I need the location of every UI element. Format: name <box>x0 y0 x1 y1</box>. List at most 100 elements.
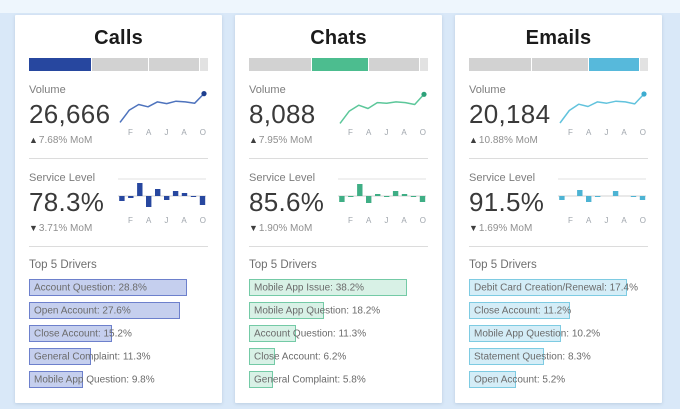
delta-bar <box>146 196 152 207</box>
up-arrow-icon: ▲ <box>29 135 38 145</box>
driver-label: Debit Card Creation/Renewal: 17.4% <box>474 282 638 293</box>
driver-bar[interactable] <box>249 371 273 388</box>
top-strip <box>0 0 680 13</box>
top-drivers-title: Top 5 Drivers <box>469 259 537 271</box>
month-tick-label: A <box>401 128 407 137</box>
card-title: Chats <box>310 27 367 49</box>
volume-share-bar[interactable] <box>249 58 428 71</box>
driver-bar[interactable] <box>29 279 187 296</box>
service-level-metric: Service Level 91.5% ▼1.69% MoM F A J A O <box>469 172 648 234</box>
driver-label: General Complaint: 5.8% <box>254 374 366 385</box>
delta-bar <box>155 189 161 196</box>
month-tick-label: F <box>348 128 353 137</box>
service-level-kpi: Service Level 78.3% ▼3.71% MoM <box>29 172 113 234</box>
driver-row: Mobile App Question: 9.8% <box>29 371 208 388</box>
driver-label: Mobile App Question: 18.2% <box>254 305 381 316</box>
volume-sparkline[interactable] <box>336 89 428 127</box>
top-drivers-list: Mobile App Issue: 38.2% Mobile App Questi… <box>249 279 428 388</box>
driver-bar[interactable] <box>469 325 562 342</box>
driver-label: Close Account: 6.2% <box>254 351 347 362</box>
driver-bar[interactable] <box>469 279 627 296</box>
driver-bar[interactable] <box>29 348 91 365</box>
share-segment <box>312 58 368 71</box>
volume-share-bar[interactable] <box>469 58 648 71</box>
service-level-value: 85.6% <box>249 187 325 217</box>
top-drivers-title: Top 5 Drivers <box>249 259 317 271</box>
delta-bar <box>128 196 134 198</box>
divider <box>469 246 648 247</box>
divider <box>249 246 428 247</box>
volume-mom: ▲10.88% MoM <box>469 135 553 146</box>
driver-bar[interactable] <box>469 348 545 365</box>
share-segment <box>368 58 420 71</box>
delta-bar <box>630 196 637 197</box>
down-arrow-icon: ▼ <box>29 223 38 233</box>
service-level-barchart[interactable] <box>336 177 428 215</box>
volume-metric: Volume 20,184 ▲10.88% MoM F A J A O <box>469 84 648 146</box>
service-level-metric: Service Level 85.6% ▼1.90% MoM F A J A O <box>249 172 428 234</box>
month-tick-label: A <box>181 216 187 225</box>
month-tick-label: O <box>419 128 426 137</box>
month-tick-label: A <box>621 128 627 137</box>
card-emails: Emails Volume 20,184 ▲10.88% MoM F A J A O S… <box>455 15 662 403</box>
driver-bar[interactable] <box>249 348 275 365</box>
volume-value: 20,184 <box>469 99 551 129</box>
driver-bar[interactable] <box>469 302 571 319</box>
driver-label: Mobile App Question: 9.8% <box>34 374 155 385</box>
month-tick-label: A <box>585 128 592 137</box>
volume-value: 26,666 <box>29 99 111 129</box>
top-drivers-section: Top 5 Drivers Account Question: 28.8% Ope… <box>29 259 208 388</box>
service-mom-text: 3.71% MoM <box>38 223 93 234</box>
driver-label: Statement Question: 8.3% <box>474 351 591 362</box>
share-segment <box>148 58 200 71</box>
month-tick-label: O <box>639 128 646 137</box>
driver-row: Statement Question: 8.3% <box>469 348 648 365</box>
driver-label: Mobile App Issue: 38.2% <box>254 282 365 293</box>
driver-row: Mobile App Question: 18.2% <box>249 302 428 319</box>
driver-row: Account Question: 11.3% <box>249 325 428 342</box>
driver-bar[interactable] <box>249 325 296 342</box>
volume-kpi: Volume 8,088 ▲7.95% MoM <box>249 84 333 146</box>
card-title: Emails <box>525 27 592 49</box>
share-segment <box>588 58 640 71</box>
share-segment <box>420 58 428 71</box>
driver-bar[interactable] <box>249 279 407 296</box>
driver-row: Open Account: 27.6% <box>29 302 208 319</box>
service-level-barchart[interactable] <box>556 177 648 215</box>
volume-label: Volume <box>249 84 286 96</box>
current-point-marker <box>421 91 427 97</box>
month-tick-label: A <box>181 128 187 137</box>
driver-bar[interactable] <box>469 371 517 388</box>
driver-row: Close Account: 6.2% <box>249 348 428 365</box>
driver-label: Open Account: 5.2% <box>474 374 566 385</box>
driver-row: Mobile App Question: 10.2% <box>469 325 648 342</box>
delta-bar <box>392 191 399 196</box>
service-level-mom: ▼1.90% MoM <box>249 223 333 234</box>
service-level-barchart[interactable] <box>116 177 208 215</box>
driver-bar[interactable] <box>29 302 180 319</box>
month-tick-label: F <box>348 216 353 225</box>
delta-bar <box>357 184 363 196</box>
driver-label: Account Question: 11.3% <box>254 328 367 339</box>
driver-bar[interactable] <box>29 325 113 342</box>
share-segment <box>640 58 648 71</box>
volume-sparkline[interactable] <box>556 89 648 127</box>
driver-label: General Complaint: 11.3% <box>34 351 151 362</box>
share-segment <box>200 58 208 71</box>
divider <box>29 246 208 247</box>
volume-sparkline[interactable] <box>116 89 208 127</box>
month-tick-label: J <box>384 216 389 225</box>
driver-bar[interactable] <box>29 371 83 388</box>
month-tick-label: A <box>365 128 372 137</box>
share-segment <box>92 58 148 71</box>
delta-bar <box>384 196 390 197</box>
top-drivers-section: Top 5 Drivers Mobile App Issue: 38.2% Mob… <box>249 259 428 388</box>
volume-share-bar[interactable] <box>29 58 208 71</box>
driver-bar[interactable] <box>249 302 324 319</box>
month-tick-label: F <box>128 128 133 137</box>
current-point-marker <box>201 91 207 97</box>
